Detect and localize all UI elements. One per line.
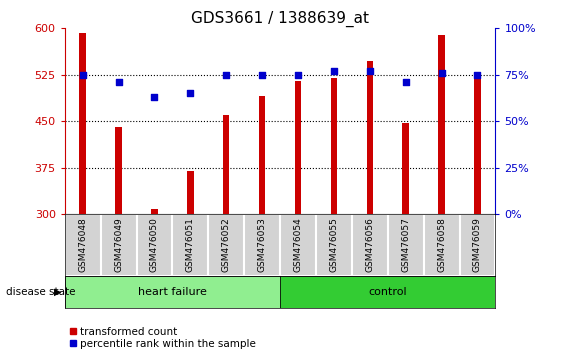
Bar: [187, 171, 194, 214]
Bar: [388, 214, 424, 276]
Text: GSM476059: GSM476059: [473, 217, 482, 272]
Bar: [280, 214, 316, 276]
Text: GSM476053: GSM476053: [258, 217, 267, 272]
Bar: [459, 214, 495, 276]
Text: GSM476052: GSM476052: [222, 217, 231, 272]
Text: GSM476051: GSM476051: [186, 217, 195, 272]
Point: [293, 72, 302, 78]
Bar: [295, 81, 301, 214]
Bar: [79, 33, 86, 214]
Bar: [208, 214, 244, 276]
Bar: [330, 78, 337, 214]
Point: [78, 72, 87, 78]
Bar: [280, 276, 495, 308]
Bar: [439, 34, 445, 214]
Point: [222, 72, 231, 78]
Point: [365, 68, 374, 74]
Text: control: control: [368, 287, 407, 297]
Text: GSM476050: GSM476050: [150, 217, 159, 272]
Point: [258, 72, 267, 78]
Bar: [352, 214, 388, 276]
Text: GSM476048: GSM476048: [78, 217, 87, 272]
Point: [150, 94, 159, 100]
Bar: [259, 96, 265, 214]
Bar: [151, 209, 158, 214]
Bar: [223, 115, 230, 214]
Text: GSM476056: GSM476056: [365, 217, 374, 272]
Bar: [65, 214, 101, 276]
Bar: [137, 214, 172, 276]
Point: [329, 68, 338, 74]
Text: GSM476054: GSM476054: [293, 217, 302, 272]
Bar: [65, 276, 280, 308]
Bar: [115, 127, 122, 214]
Text: GSM476049: GSM476049: [114, 217, 123, 272]
Bar: [403, 123, 409, 214]
Point: [186, 91, 195, 96]
Bar: [172, 214, 208, 276]
Point: [114, 79, 123, 85]
Bar: [474, 73, 481, 214]
Bar: [424, 214, 459, 276]
Bar: [101, 214, 137, 276]
Title: GDS3661 / 1388639_at: GDS3661 / 1388639_at: [191, 11, 369, 27]
Point: [437, 70, 446, 76]
Text: GSM476057: GSM476057: [401, 217, 410, 272]
Point: [401, 79, 410, 85]
Bar: [316, 214, 352, 276]
Text: ▶: ▶: [55, 287, 62, 297]
Bar: [244, 214, 280, 276]
Text: heart failure: heart failure: [138, 287, 207, 297]
Text: GSM476055: GSM476055: [329, 217, 338, 272]
Bar: [367, 61, 373, 214]
Point: [473, 72, 482, 78]
Text: disease state: disease state: [6, 287, 75, 297]
Legend: transformed count, percentile rank within the sample: transformed count, percentile rank withi…: [70, 327, 256, 349]
Text: GSM476058: GSM476058: [437, 217, 446, 272]
